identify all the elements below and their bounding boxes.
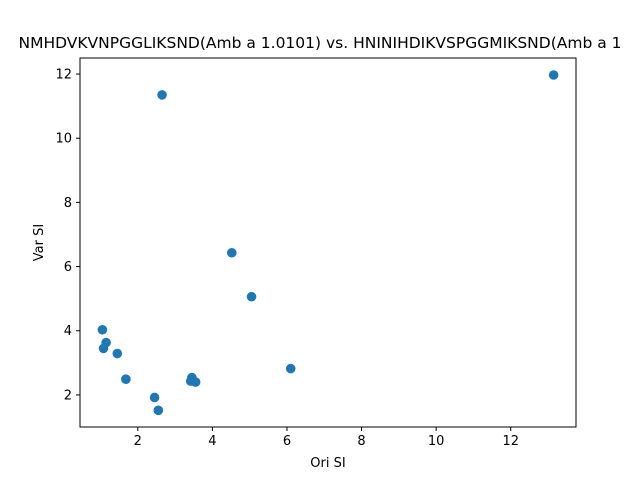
y-tick-label: 12 [55, 68, 72, 83]
x-tick-label: 8 [357, 434, 365, 449]
points-layer [97, 70, 559, 416]
scatter-point [548, 70, 559, 80]
scatter-point [97, 324, 108, 335]
y-axis: 2 4 6 8 10 12 [55, 68, 80, 403]
y-tick-label: 6 [64, 260, 72, 275]
scatter-point [112, 348, 123, 359]
x-tick-label: 12 [502, 434, 519, 449]
scatter-point [246, 291, 257, 302]
y-tick-label: 10 [55, 132, 72, 147]
x-axis: 2 4 6 8 10 12 [134, 427, 519, 449]
scatter-point [121, 374, 131, 384]
scatter-point [149, 392, 160, 403]
x-tick-label: 6 [283, 434, 291, 449]
x-tick-label: 2 [134, 434, 142, 449]
x-axis-label: Ori SI [310, 456, 345, 471]
scatter-point [157, 90, 167, 100]
y-tick-label: 2 [64, 388, 72, 403]
scatter-point [226, 247, 237, 258]
scatter-point [98, 343, 109, 354]
y-tick-label: 4 [64, 324, 72, 339]
y-axis-label: Var SI [32, 224, 47, 261]
plot-area: 2 4 6 8 10 12 2 4 6 8 10 12 [55, 57, 577, 449]
scatter-point [285, 363, 296, 374]
scatter-point [153, 405, 164, 416]
x-tick-label: 10 [428, 434, 445, 449]
chart-title: NMHDVKVNPGGLIKSND(Amb a 1.0101) vs. HNIN… [18, 34, 621, 52]
axes-frame [79, 57, 577, 428]
y-tick-label: 8 [64, 196, 72, 211]
x-tick-label: 4 [208, 434, 216, 449]
scatter-point [190, 377, 201, 387]
